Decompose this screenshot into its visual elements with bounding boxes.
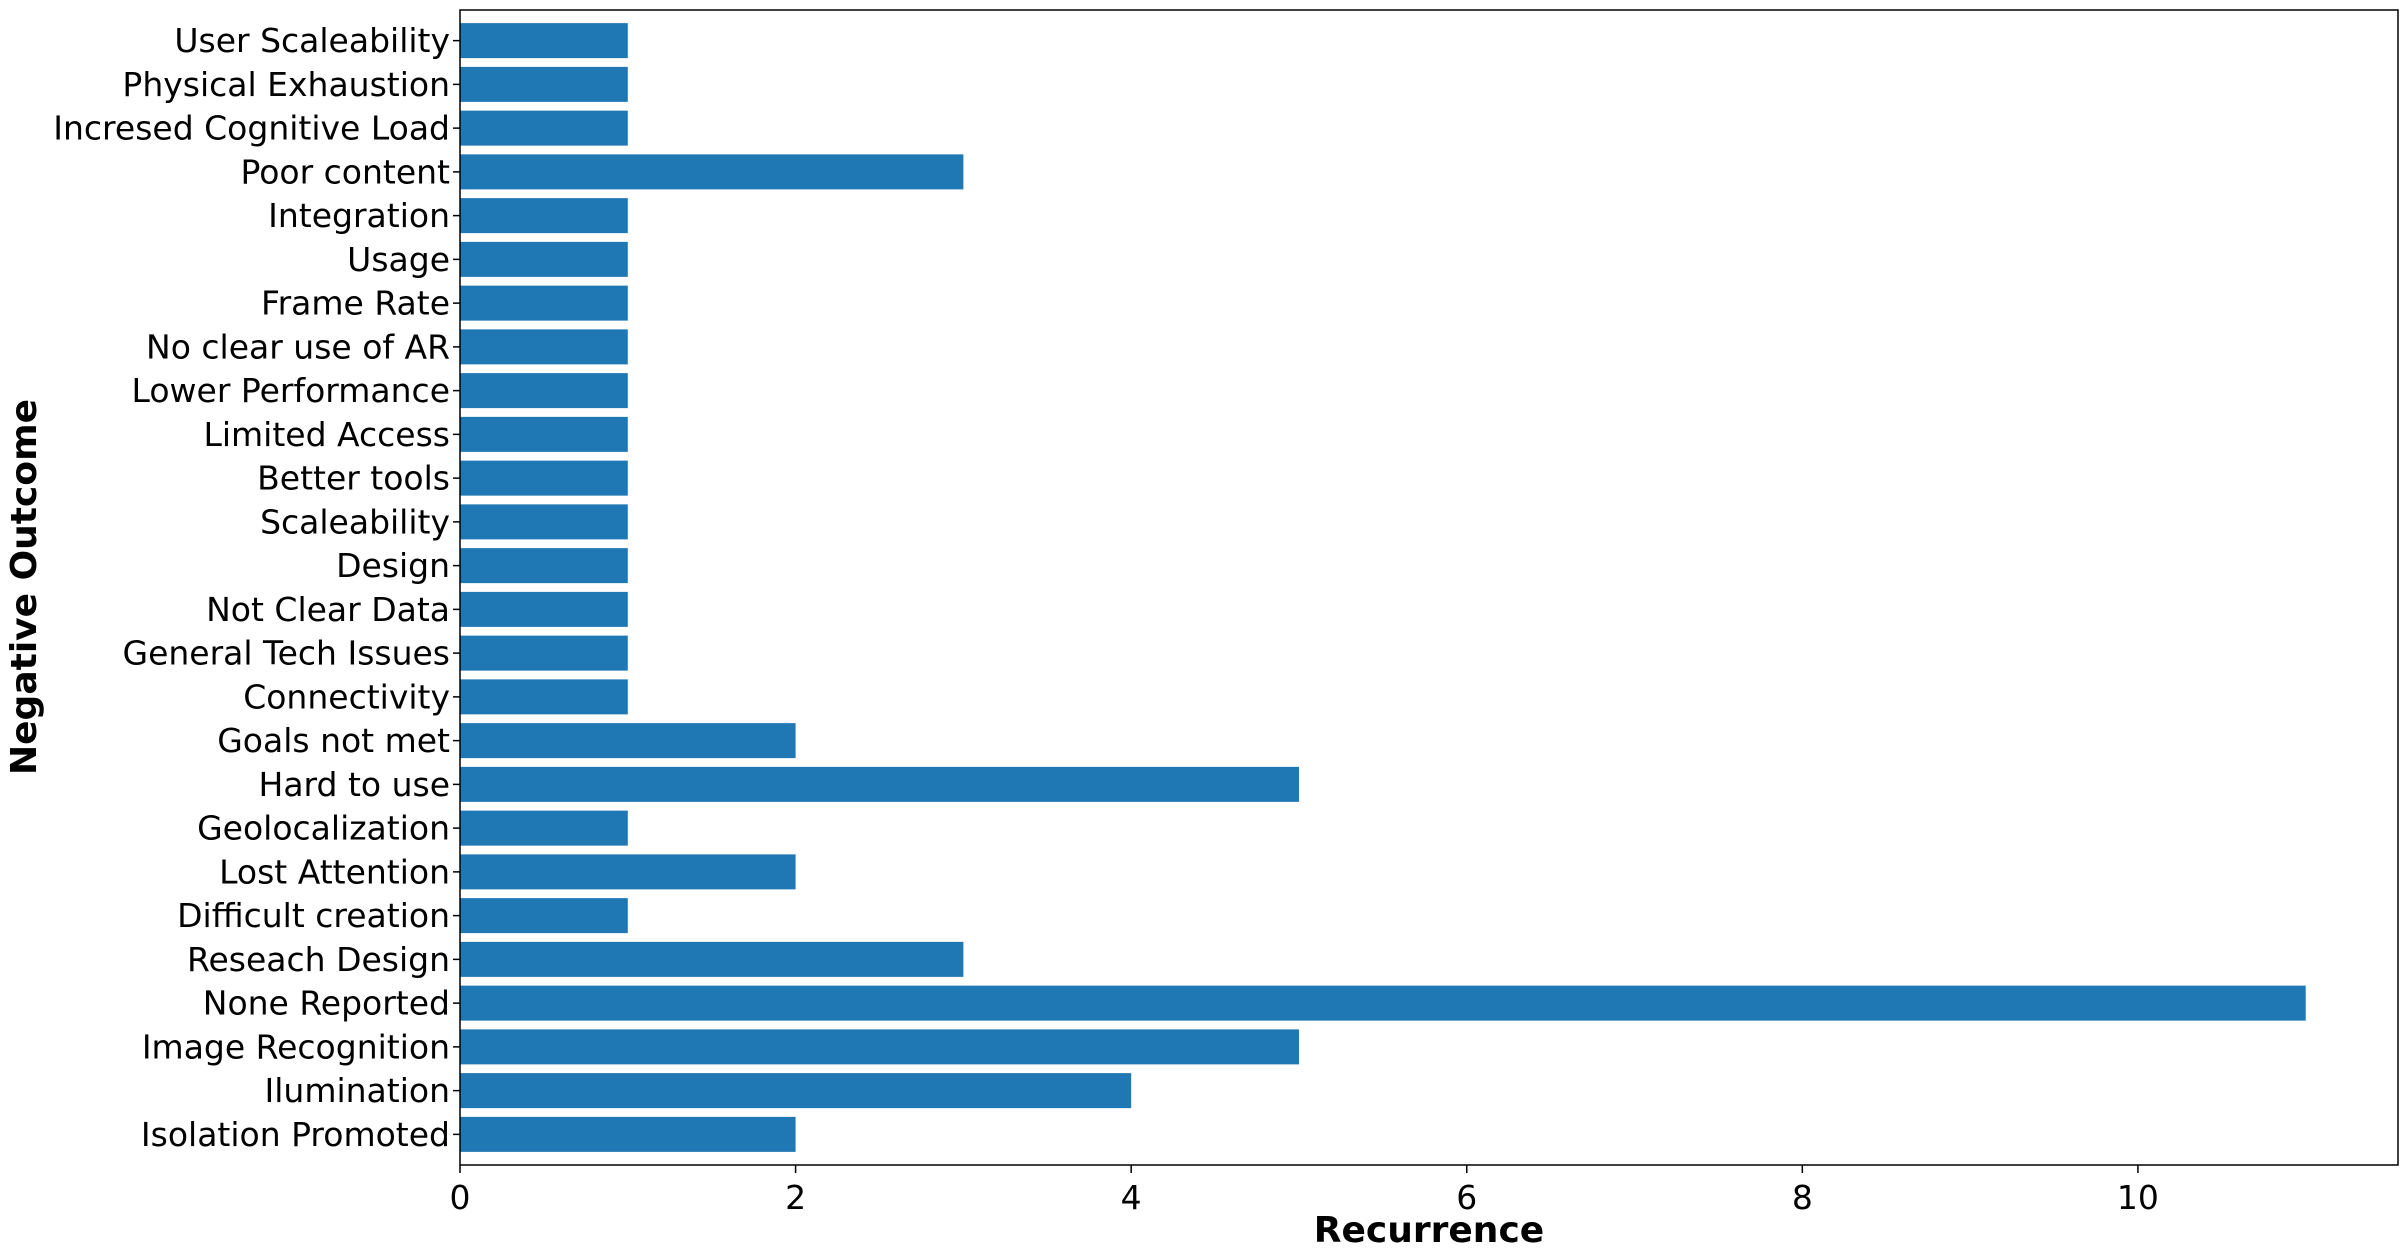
- bar: [460, 373, 628, 409]
- category-label: None Reported: [203, 984, 450, 1023]
- category-label: Design: [336, 546, 450, 585]
- bar: [460, 635, 628, 671]
- category-label: Usage: [347, 240, 450, 279]
- category-label: Ilumination: [265, 1071, 450, 1110]
- bar: [460, 766, 1299, 802]
- category-label: Difficult creation: [177, 896, 450, 935]
- bar: [460, 985, 2306, 1021]
- category-label: No clear use of AR: [146, 327, 450, 366]
- x-tick-label: 10: [2117, 1178, 2159, 1217]
- category-label: Reseach Design: [187, 940, 450, 979]
- bar: [460, 898, 628, 934]
- bar: [460, 548, 628, 584]
- y-axis-title: Negative Outcome: [4, 399, 45, 775]
- category-labels-group: Isolation Promoted Ilumination Image Recog…: [53, 21, 460, 1154]
- bar: [460, 416, 628, 452]
- category-label: User Scaleability: [174, 21, 450, 60]
- bar: [460, 329, 628, 365]
- category-label: Better tools: [257, 459, 450, 498]
- category-label: Limited Access: [203, 415, 450, 454]
- category-label: Lost Attention: [219, 852, 450, 891]
- category-label: Goals not met: [217, 721, 450, 760]
- bar: [460, 66, 628, 102]
- x-tick-label: 2: [785, 1178, 806, 1217]
- category-label: Physical Exhaustion: [122, 65, 450, 104]
- bar: [460, 723, 796, 759]
- bar: [460, 285, 628, 321]
- bar: [460, 1029, 1299, 1065]
- category-label: Geolocalization: [197, 809, 450, 848]
- category-label: Scaleability: [260, 502, 450, 541]
- x-tick-label: 4: [1121, 1178, 1142, 1217]
- category-label: Hard to use: [259, 765, 451, 804]
- bar: [460, 23, 628, 59]
- x-tick-label: 6: [1456, 1178, 1477, 1217]
- category-label: Integration: [268, 196, 450, 235]
- x-ticks-group: 0 2 4 6 8 10: [450, 1165, 2159, 1217]
- bar: [460, 198, 628, 234]
- bar: [460, 679, 628, 715]
- category-label: Isolation Promoted: [141, 1115, 450, 1154]
- plot-frame: [459, 9, 2399, 1166]
- x-tick-label: 0: [450, 1178, 471, 1217]
- category-label: Connectivity: [243, 677, 450, 716]
- bar: [460, 460, 628, 496]
- bar: [460, 1116, 796, 1152]
- category-label: Frame Rate: [261, 284, 450, 323]
- bar: [460, 504, 628, 540]
- bar: [460, 854, 796, 890]
- category-label: General Tech Issues: [123, 634, 450, 673]
- x-tick-label: 8: [1792, 1178, 1813, 1217]
- x-axis-title: Recurrence: [1314, 1210, 1544, 1251]
- category-label: Image Recognition: [142, 1027, 450, 1066]
- category-label: Poor content: [240, 152, 450, 191]
- bars-group: [460, 23, 2306, 1152]
- bar: [460, 941, 964, 977]
- bar: [460, 1073, 1132, 1109]
- bar: [460, 154, 964, 190]
- category-label: Not Clear Data: [206, 590, 450, 629]
- bar: [460, 241, 628, 277]
- category-label: Incresed Cognitive Load: [53, 109, 450, 148]
- bar: [460, 591, 628, 627]
- bar: [460, 810, 628, 846]
- category-label: Lower Performance: [132, 371, 450, 410]
- bar: [460, 110, 628, 146]
